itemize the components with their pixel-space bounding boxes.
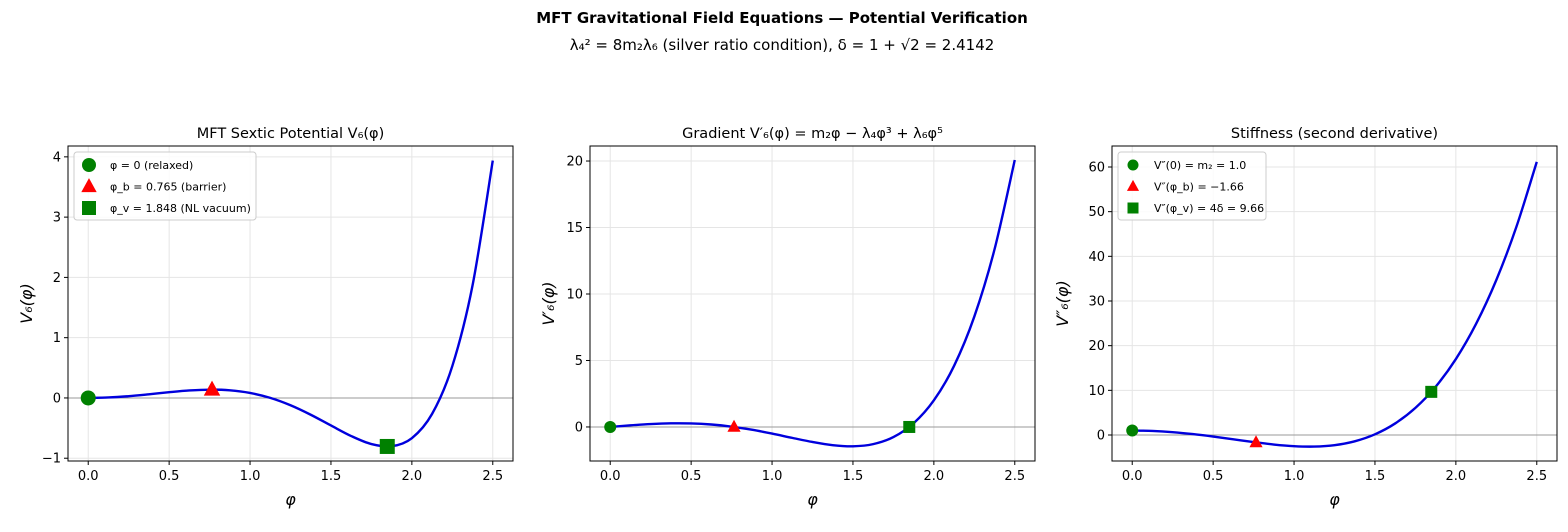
x-tick-label: 0.0 [78, 469, 99, 484]
subplot-3: 0.0 0.5 1.0 1.5 2.0 2.5 0 10 20 30 40 50 60 Stiffness… [1053, 126, 1558, 509]
y-tick-label: 3 [53, 211, 61, 226]
y-tick-label: 2 [53, 271, 61, 286]
x-tick-label: 0.5 [681, 469, 702, 484]
legend-marker-triangle [1126, 179, 1140, 191]
legend-marker-square [82, 201, 96, 215]
subplot-title: Stiffness (second derivative) [1231, 126, 1438, 142]
legend-label: φ_v = 1.848 (NL vacuum) [110, 202, 251, 215]
x-tick-label: 2.0 [1446, 469, 1467, 484]
x-tick-label: 0.0 [600, 469, 621, 484]
y-tick-label: 30 [1088, 294, 1105, 309]
y-tick-label: 50 [1088, 205, 1105, 220]
y-tick-label: 15 [566, 221, 583, 236]
legend: V″(0) = m₂ = 1.0 V″(φ_b) = −1.66 V″(φ_v) =… [1117, 151, 1267, 221]
y-tick-label: 5 [575, 354, 583, 369]
marker-circle [604, 420, 617, 433]
legend-marker-circle [1127, 159, 1139, 171]
legend-marker-square [1127, 202, 1139, 214]
legend-label: V″(0) = m₂ = 1.0 [1154, 159, 1246, 172]
marker-triangle [203, 380, 221, 396]
x-tick-label: 1.0 [762, 469, 783, 484]
subplot-2: 0.0 0.5 1.0 1.5 2.0 2.5 0 5 10 15 20 Gradient V′₆(φ… [539, 126, 1036, 509]
y-tick-label: 4 [53, 150, 61, 165]
marker-square [379, 438, 395, 454]
y-tick-label: 20 [566, 155, 583, 170]
curve-line [610, 159, 1016, 448]
curve-line [88, 160, 494, 448]
legend-label: φ = 0 (relaxed) [110, 159, 193, 172]
y-tick-label: 1 [53, 331, 61, 346]
subplot-1: 0.0 0.5 1.0 1.5 2.0 2.5 −1 0 1 2 3 4 MFT Sextic Pote… [17, 126, 514, 509]
y-tick-label: 0 [53, 391, 61, 406]
y-tick-label: −1 [42, 452, 61, 467]
legend-box [73, 151, 257, 221]
y-tick-label: 40 [1088, 250, 1105, 265]
axes-frame [589, 145, 1036, 462]
x-tick-label: 0.0 [1122, 469, 1143, 484]
legend-label: V″(φ_b) = −1.66 [1154, 181, 1244, 194]
x-tick-label: 2.5 [1526, 469, 1547, 484]
legend-label: φ_b = 0.765 (barrier) [110, 181, 226, 194]
suptitle: MFT Gravitational Field Equations — Pote… [536, 9, 1028, 27]
x-tick-label: 2.0 [924, 469, 945, 484]
marker-triangle [727, 419, 741, 432]
marker-triangle [1249, 435, 1263, 448]
x-tick-label: 1.0 [1284, 469, 1305, 484]
legend-marker-triangle [81, 178, 97, 193]
subtitle: λ₄² = 8m₂λ₆ (silver ratio condition), δ … [570, 36, 995, 54]
subplot-title: MFT Sextic Potential V₆(φ) [197, 126, 385, 142]
curve-line [1132, 161, 1538, 448]
x-axis-label: φ [285, 490, 296, 509]
y-tick-label: 0 [575, 420, 583, 435]
y-tick-label: 0 [1097, 429, 1105, 444]
x-tick-label: 1.5 [843, 469, 864, 484]
x-tick-label: 1.5 [321, 469, 342, 484]
legend: φ = 0 (relaxed) φ_b = 0.765 (barrier) φ_v … [73, 151, 257, 221]
y-axis-label: V′₆(φ) [539, 281, 558, 325]
x-tick-label: 1.5 [1365, 469, 1386, 484]
x-tick-label: 2.0 [402, 469, 423, 484]
legend-box [1117, 151, 1267, 221]
x-tick-label: 2.5 [482, 469, 503, 484]
y-tick-label: 60 [1088, 160, 1105, 175]
marker-square [903, 420, 916, 433]
legend-marker-circle [82, 158, 96, 172]
x-tick-label: 0.5 [1203, 469, 1224, 484]
marker-circle [1126, 424, 1139, 437]
y-tick-label: 10 [1088, 384, 1105, 399]
legend-label: V″(φ_v) = 4δ = 9.66 [1154, 202, 1264, 215]
y-tick-label: 10 [566, 287, 583, 302]
x-axis-label: φ [807, 490, 818, 509]
axes-frame [1111, 145, 1558, 462]
y-axis-label: V₆(φ) [17, 283, 36, 323]
x-tick-label: 2.5 [1004, 469, 1025, 484]
subplot-title: Gradient V′₆(φ) = m₂φ − λ₄φ³ + λ₆φ⁵ [682, 126, 943, 142]
y-axis-label: V″₆(φ) [1053, 280, 1072, 326]
axes-frame [67, 145, 514, 462]
y-tick-label: 20 [1088, 339, 1105, 354]
x-tick-label: 0.5 [159, 469, 180, 484]
marker-circle [80, 390, 96, 406]
marker-square [1425, 385, 1438, 398]
x-axis-label: φ [1329, 490, 1340, 509]
x-tick-label: 1.0 [240, 469, 261, 484]
